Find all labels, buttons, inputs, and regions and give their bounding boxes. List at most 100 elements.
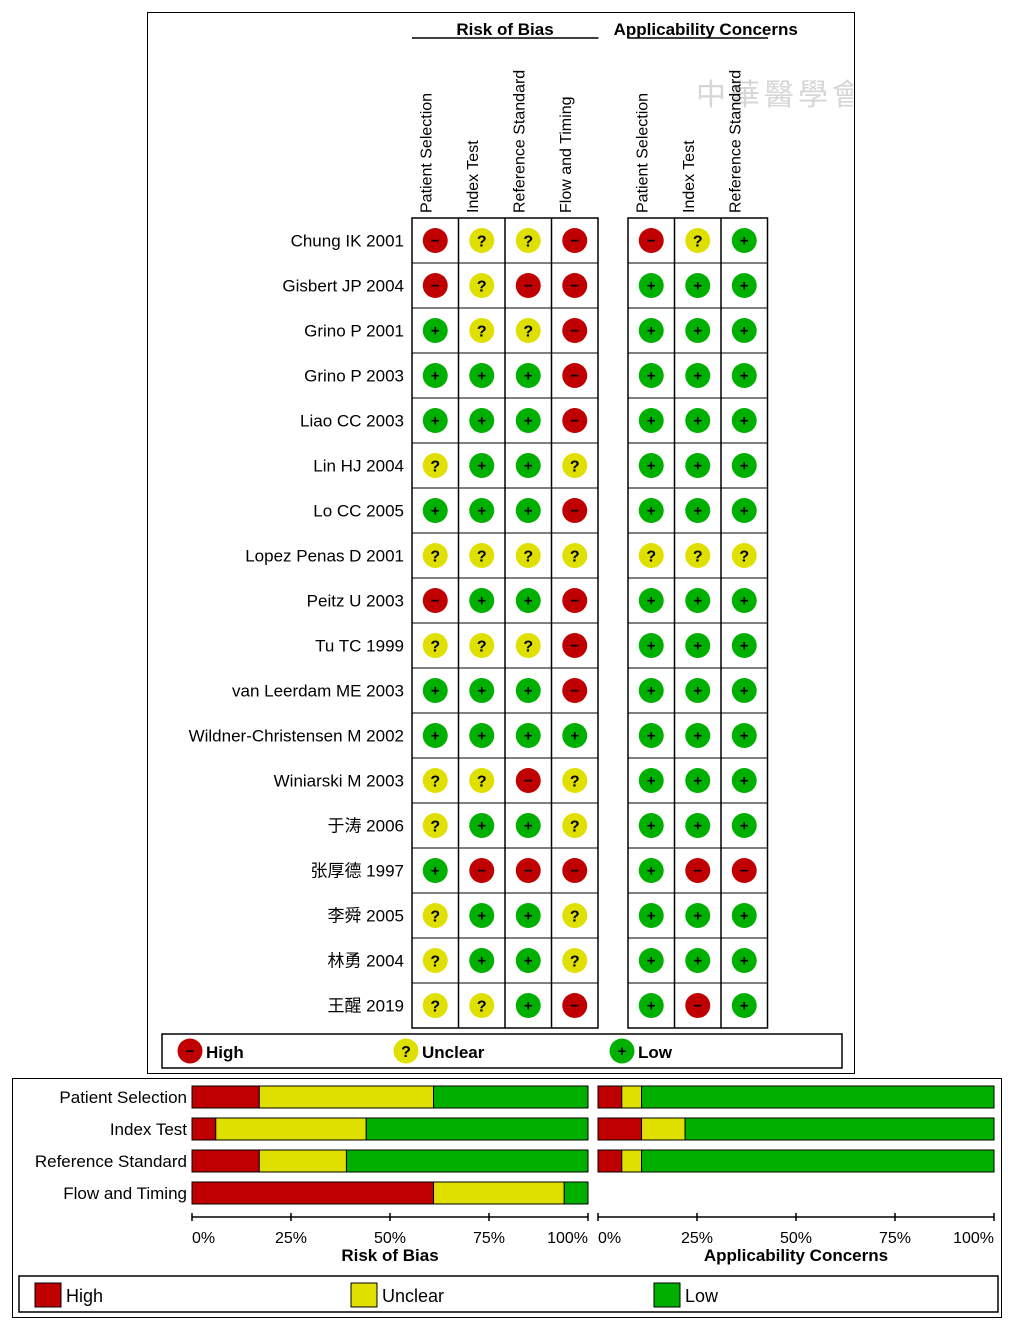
ac-cell: + [638, 408, 664, 433]
rob-cell: + [515, 453, 541, 478]
graph-category-label: Reference Standard [35, 1152, 187, 1171]
rob-cell: ? [469, 768, 495, 793]
judgement-low-icon: + [647, 998, 656, 1015]
judgement-unclear-icon: ? [570, 954, 580, 971]
judgement-dot [685, 678, 711, 703]
x-tick-label: 25% [275, 1230, 307, 1247]
judgement-dot [731, 543, 757, 568]
rob-cell: ? [422, 633, 448, 658]
bar-segment-unclear [641, 1117, 686, 1141]
judgement-low-icon: + [693, 368, 702, 385]
rob-cell: + [422, 723, 448, 748]
x-tick-label: 100% [547, 1230, 588, 1247]
judgement-dot [638, 498, 664, 523]
ac-cell: + [638, 813, 664, 838]
rob-cell: ? [469, 633, 495, 658]
bar-segment-unclear [215, 1117, 367, 1141]
judgement-dot [731, 858, 757, 883]
rob-cell: ? [422, 543, 448, 568]
ac-cell: − [731, 858, 757, 883]
ac-cell: + [638, 498, 664, 523]
ac-cell: + [638, 678, 664, 703]
judgement-high-icon: − [186, 1043, 195, 1060]
study-label: Winiarski M 2003 [274, 772, 404, 791]
domain-header: Patient Selection [418, 93, 435, 213]
judgement-low-icon: + [693, 908, 702, 925]
judgement-dot [469, 453, 495, 478]
judgement-high-icon: − [431, 593, 440, 610]
judgement-dot [731, 678, 757, 703]
judgement-dot [422, 768, 448, 793]
judgement-dot [562, 498, 588, 523]
ac-cell: + [685, 498, 711, 523]
judgement-low-icon: + [477, 593, 486, 610]
rob-cell: + [515, 498, 541, 523]
judgement-low-icon: + [693, 773, 702, 790]
rob-cell: − [562, 858, 588, 883]
judgement-dot [685, 993, 711, 1018]
judgement-dot [515, 723, 541, 748]
judgement-dot [685, 453, 711, 478]
ac-cell: + [685, 948, 711, 973]
study-label: van Leerdam ME 2003 [232, 682, 404, 701]
judgement-low-icon: + [740, 728, 749, 745]
judgement-low-icon: + [524, 593, 533, 610]
judgement-unclear-icon: ? [523, 324, 533, 341]
judgement-dot [731, 588, 757, 613]
judgement-dot [422, 498, 448, 523]
judgement-high-icon: − [524, 863, 533, 880]
judgement-unclear-icon: ? [401, 1044, 411, 1061]
bar-segment-high [191, 1117, 217, 1141]
judgement-dot [515, 543, 541, 568]
rob-cell: + [469, 498, 495, 523]
judgement-low-icon: + [524, 368, 533, 385]
rob-cell: + [515, 993, 541, 1018]
rob-cell: − [515, 858, 541, 883]
ac-cell: − [685, 993, 711, 1018]
judgement-dot [685, 228, 711, 253]
judgement-low-icon: + [431, 503, 440, 520]
judgement-dot [422, 678, 448, 703]
judgement-low-icon: + [477, 953, 486, 970]
judgement-dot [685, 813, 711, 838]
judgement-dot [731, 813, 757, 838]
rob-cell: ? [515, 318, 541, 343]
rob-cell: ? [562, 813, 588, 838]
study-label: Lopez Penas D 2001 [245, 547, 404, 566]
judgement-low-icon: + [477, 683, 486, 700]
rob-cell: + [422, 408, 448, 433]
x-tick-label: 100% [953, 1230, 994, 1247]
judgement-low-icon: + [693, 728, 702, 745]
judgement-unclear-icon: ? [739, 549, 749, 566]
judgement-unclear-icon: ? [646, 549, 656, 566]
graph-legend-swatch-low [653, 1282, 681, 1308]
judgement-low-icon: + [740, 998, 749, 1015]
judgement-high-icon: − [570, 638, 579, 655]
judgement-dot [422, 273, 448, 298]
judgement-dot [469, 678, 495, 703]
ac-cell: + [685, 633, 711, 658]
bar-segment-low [641, 1149, 995, 1173]
rob-cell: + [469, 903, 495, 928]
judgement-dot [515, 588, 541, 613]
judgement-dot [638, 363, 664, 388]
judgement-dot [562, 273, 588, 298]
domain-header: Reference Standard [727, 70, 744, 213]
judgement-dot [562, 993, 588, 1018]
rob-cell: ? [469, 543, 495, 568]
judgement-dot [515, 498, 541, 523]
judgement-unclear-icon: ? [693, 234, 703, 251]
judgement-high-icon: − [570, 998, 579, 1015]
ac-cell: + [685, 273, 711, 298]
judgement-dot [422, 543, 448, 568]
graph-category-label: Index Test [110, 1120, 187, 1139]
summary-legend-item-low: Low [638, 1043, 673, 1062]
judgement-unclear-icon: ? [430, 639, 440, 656]
ac-cell: + [685, 678, 711, 703]
judgement-low-icon: + [431, 413, 440, 430]
judgement-dot [638, 228, 664, 253]
judgement-low-icon: + [524, 728, 533, 745]
ac-cell: + [731, 453, 757, 478]
judgement-dot [638, 633, 664, 658]
domain-header: Reference Standard [511, 70, 528, 213]
